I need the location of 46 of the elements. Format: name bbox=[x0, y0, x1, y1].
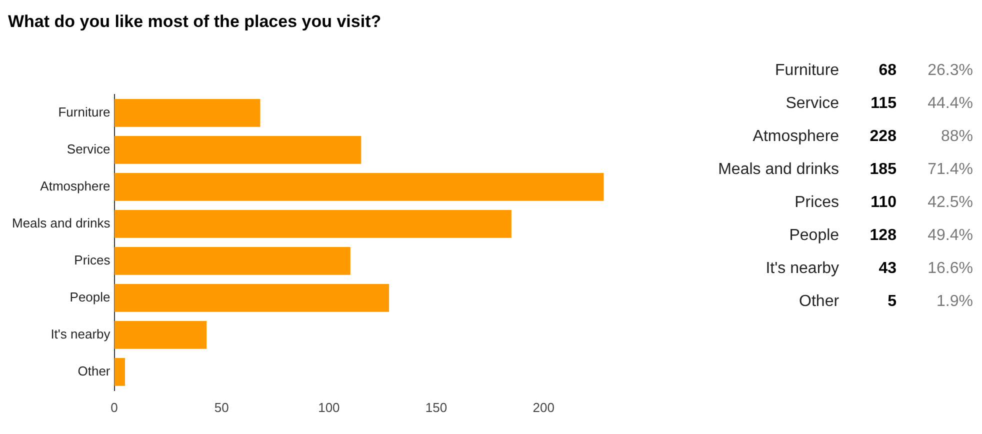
data-label: 68 bbox=[878, 60, 898, 80]
y-tick-label: People bbox=[70, 289, 110, 304]
text: 44.4% bbox=[926, 94, 974, 114]
category-label: Prices bbox=[794, 192, 840, 212]
text: 1.9% bbox=[936, 292, 974, 312]
text: 71.4% bbox=[926, 160, 974, 180]
bar bbox=[114, 284, 390, 312]
category-label: Atmosphere bbox=[752, 126, 840, 146]
bar bbox=[114, 98, 260, 127]
x-tick-label: 150 bbox=[425, 400, 448, 415]
y-tick-label: Other bbox=[78, 363, 111, 378]
x-tick-label: 200 bbox=[532, 400, 554, 415]
data-label: 228 bbox=[868, 126, 898, 146]
chart-title: What do you like most of the places you visit? bbox=[8, 12, 382, 31]
x-tick-label: 50 bbox=[214, 400, 229, 415]
x-tick-label: 100 bbox=[318, 400, 340, 415]
text: 26.3% bbox=[926, 60, 974, 80]
y-tick-label: Atmosphere bbox=[40, 178, 110, 194]
text: 88% bbox=[940, 126, 974, 146]
text: 16.6% bbox=[926, 258, 974, 278]
data-label: 110 bbox=[870, 192, 898, 212]
y-tick-label: Meals and drinks bbox=[12, 215, 111, 230]
bar bbox=[114, 358, 125, 386]
category-label: Service bbox=[784, 94, 840, 114]
category-label: Meals and drinks bbox=[717, 160, 840, 180]
y-tick-label: Furniture bbox=[58, 104, 110, 120]
x-tick-label: 0 bbox=[110, 400, 118, 415]
text: 42.5% bbox=[926, 192, 974, 212]
data-label: 115 bbox=[870, 94, 898, 114]
y-tick-label: Prices bbox=[74, 252, 111, 268]
data-label: 128 bbox=[868, 226, 898, 246]
category-label: People bbox=[788, 226, 840, 246]
data-label: 5 bbox=[886, 292, 898, 312]
category-label: Furniture bbox=[774, 60, 840, 80]
bar bbox=[114, 246, 350, 275]
y-tick-label: Service bbox=[66, 141, 110, 156]
bar bbox=[114, 210, 512, 238]
category-label: Other bbox=[798, 292, 840, 312]
bar bbox=[114, 320, 207, 349]
bar bbox=[114, 136, 362, 164]
data-label: 43 bbox=[878, 258, 898, 278]
category-label: It's nearby bbox=[764, 258, 840, 278]
y-tick-label: It's nearby bbox=[50, 326, 111, 342]
data-label: 185 bbox=[868, 160, 898, 180]
text: 49.4% bbox=[926, 226, 974, 246]
bar bbox=[114, 172, 604, 201]
